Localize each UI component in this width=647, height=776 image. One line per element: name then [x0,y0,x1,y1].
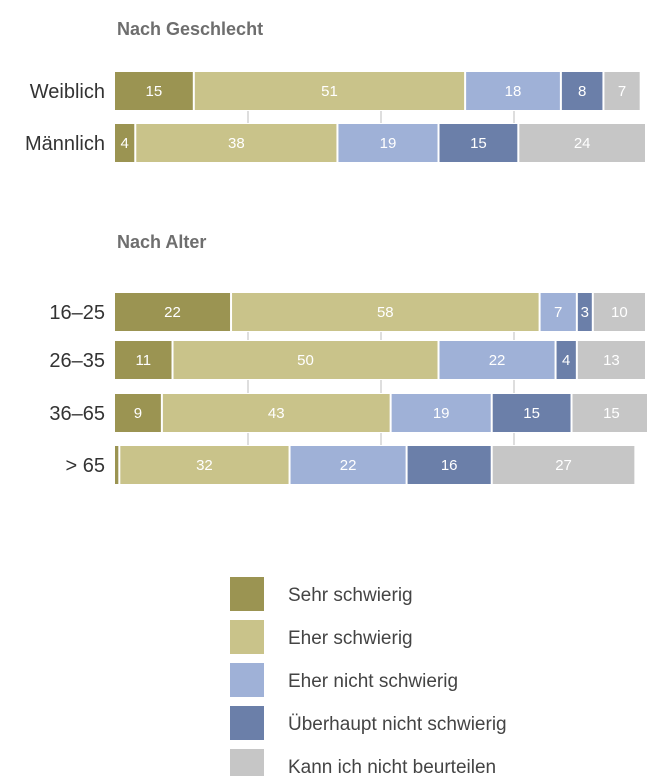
bar-value-label: 24 [574,135,591,152]
legend: Sehr schwierig Eher schwierig Eher nicht s… [230,577,507,776]
bar-segment [115,124,135,162]
bar-value-label: 15 [470,135,487,152]
bar-segment [439,341,555,379]
legend-swatch [230,706,264,740]
bar-segment [604,72,640,110]
bar-segment [338,124,438,162]
bar-value-label: 19 [433,405,450,422]
group-title-alter: Nach Alter [117,232,206,252]
bar-value-label: 32 [196,457,213,474]
bar-value-label: 15 [523,405,540,422]
bar-value-label: 13 [603,352,620,369]
bar-segment [162,394,390,432]
bar-segment [194,72,465,110]
legend-swatch [230,620,264,654]
bar-segment [519,124,645,162]
bar-value-label: 3 [581,304,589,321]
row-label: Männlich [25,133,105,155]
bar-segment [572,394,647,432]
bars-layer: Weiblich 15 51 18 8 7 Männlich 4 38 19 15 24 16–25 22… [25,72,647,484]
bar-segment [136,124,337,162]
legend-swatch [230,749,264,776]
legend-label: Eher schwierig [288,628,413,649]
legend-swatch [230,663,264,697]
bar-value-label: 22 [340,457,357,474]
bar-segment [115,446,119,484]
row-label: > 65 [66,455,105,477]
bar-segment [492,394,571,432]
bar-value-label: 22 [489,352,506,369]
bar-segment [577,293,592,331]
bar-segment [556,341,576,379]
bar-value-label: 15 [146,83,163,100]
bar-segment [540,293,576,331]
bar-value-label: 9 [134,405,142,422]
bar-value-label: 43 [268,405,285,422]
bar-value-label: 27 [555,457,572,474]
bar-segment [439,124,518,162]
legend-label: Überhaupt nicht schwierig [288,714,507,735]
bar-segment [407,446,491,484]
row-label: Weiblich [30,81,105,103]
group-title-geschlecht: Nach Geschlecht [117,19,263,39]
bar-segment [173,341,438,379]
row-label: 36–65 [49,403,105,425]
bar-segment [593,293,645,331]
bar-segment [561,72,603,110]
bar-value-label: 7 [618,83,626,100]
bar-segment [290,446,406,484]
bar-value-label: 50 [297,352,314,369]
bar-value-label: 58 [377,304,394,321]
bar-segment [115,72,193,110]
legend-label: Sehr schwierig [288,585,413,606]
row-label: 26–35 [49,350,105,372]
bar-value-label: 18 [505,83,522,100]
bar-value-label: 19 [380,135,397,152]
bar-segment [115,394,161,432]
legend-label: Kann ich nicht beurteilen [288,757,496,776]
legend-label: Eher nicht schwierig [288,671,458,692]
bar-segment [115,341,172,379]
bar-value-label: 10 [611,304,628,321]
bar-value-label: 4 [562,352,570,369]
bar-value-label: 8 [578,83,586,100]
bar-segment [120,446,289,484]
bar-value-label: 15 [603,405,620,422]
bar-value-label: 16 [441,457,458,474]
bar-segment [492,446,635,484]
bar-value-label: 22 [164,304,181,321]
bar-value-label: 11 [135,352,151,369]
legend-swatch [230,577,264,611]
bar-segment [391,394,491,432]
bar-value-label: 4 [120,135,128,152]
bar-value-label: 38 [228,135,245,152]
bar-segment [577,341,645,379]
row-label: 16–25 [49,302,105,324]
bar-segment [115,293,231,331]
bar-value-label: 51 [321,83,338,100]
bar-segment [232,293,539,331]
bar-segment [466,72,560,110]
bar-value-label: 7 [554,304,562,321]
